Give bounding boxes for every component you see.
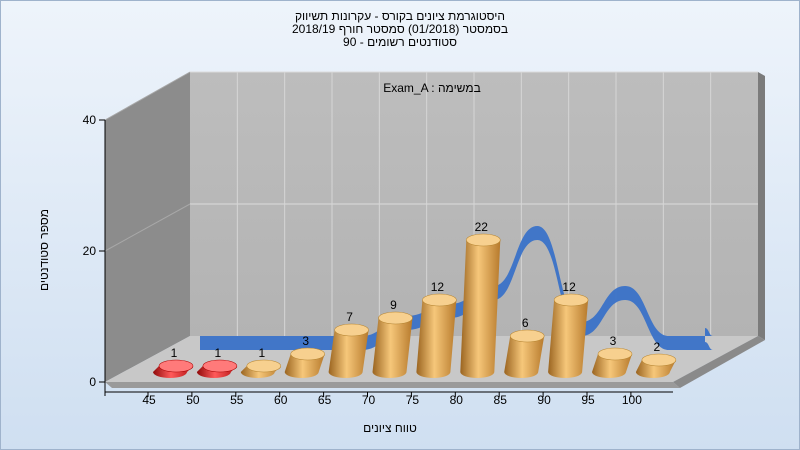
data-label-80: 22 bbox=[475, 220, 489, 234]
y-axis-title: מספר סטודנטים bbox=[37, 209, 51, 291]
y-tick-label-40: 40 bbox=[83, 113, 97, 127]
data-label-70: 9 bbox=[390, 298, 397, 312]
chart-title: היסטוגרמת ציונים בקורס - עקרונות תשיווק … bbox=[0, 10, 800, 49]
bar-top bbox=[553, 293, 589, 307]
bar-body bbox=[416, 300, 457, 378]
x-tick-label-60: 60 bbox=[274, 393, 288, 407]
title-line-3: סטודנטים רשומים - 90 bbox=[343, 35, 457, 49]
title-line-2: בסמסטר (01/2018) סמסטר חורף 2018/19 bbox=[291, 22, 509, 36]
chart-annotation: Exam_A : במשימה bbox=[383, 81, 481, 95]
x-tick-label-50: 50 bbox=[186, 393, 200, 407]
bar-70 bbox=[372, 311, 413, 378]
distribution-ribbon bbox=[200, 226, 713, 350]
bar-65 bbox=[328, 323, 369, 378]
floor-edge-side bbox=[673, 336, 765, 388]
axes: 0 20 40 45 50 55 60 65 70 75 80 85 90 95 100 bbox=[83, 113, 673, 407]
data-label-45: 1 bbox=[171, 346, 178, 360]
bar-body bbox=[372, 318, 413, 378]
bar-95 bbox=[592, 347, 633, 378]
x-tick-label-85: 85 bbox=[494, 393, 508, 407]
right-edge bbox=[758, 72, 765, 340]
bar-body bbox=[460, 240, 501, 378]
floor-edge bbox=[105, 382, 680, 388]
x-tick-label-90: 90 bbox=[537, 393, 551, 407]
data-label-75: 12 bbox=[431, 280, 445, 294]
data-labels: 1 1 1 3 7 9 12 22 6 12 3 2 bbox=[171, 220, 661, 360]
gridline-side-20 bbox=[104, 203, 191, 252]
bar-55 bbox=[240, 359, 282, 378]
bar-body bbox=[635, 360, 676, 378]
bar-top bbox=[509, 329, 545, 343]
data-label-90: 12 bbox=[562, 280, 576, 294]
y-tick-label-0: 0 bbox=[89, 375, 96, 389]
data-label-65: 7 bbox=[346, 310, 353, 324]
y-tick-label-20: 20 bbox=[83, 244, 97, 258]
bar-75 bbox=[416, 293, 457, 378]
distribution-curve bbox=[200, 226, 713, 350]
gridline-side-40 bbox=[104, 71, 191, 121]
data-label-100: 2 bbox=[654, 340, 661, 354]
data-label-60: 3 bbox=[302, 334, 309, 348]
bar-body bbox=[592, 354, 632, 378]
bar-top bbox=[641, 353, 677, 367]
bars bbox=[153, 233, 677, 378]
data-label-50: 1 bbox=[215, 346, 222, 360]
bar-top bbox=[597, 347, 633, 361]
bar-top bbox=[465, 233, 501, 247]
x-tick-label-55: 55 bbox=[230, 393, 244, 407]
bar-top bbox=[290, 347, 326, 361]
bar-top bbox=[246, 359, 282, 373]
bar-top bbox=[158, 359, 194, 373]
data-label-85: 6 bbox=[522, 316, 529, 330]
data-label-95: 3 bbox=[610, 334, 617, 348]
bar-60 bbox=[284, 347, 326, 378]
bar-50 bbox=[196, 359, 238, 378]
bar-body bbox=[504, 336, 545, 378]
bar-top bbox=[334, 323, 369, 337]
x-tick-label-95: 95 bbox=[581, 393, 595, 407]
data-label-55: 1 bbox=[258, 346, 265, 360]
x-tick-label-70: 70 bbox=[362, 393, 376, 407]
x-tick-label-45: 45 bbox=[142, 393, 156, 407]
x-axis-title: טווח ציונים bbox=[363, 421, 417, 435]
bar-top bbox=[422, 293, 457, 307]
bar-90 bbox=[548, 293, 589, 378]
x-tick-label-75: 75 bbox=[406, 393, 420, 407]
x-tick-label-100: 100 bbox=[622, 393, 642, 407]
bar-80 bbox=[460, 233, 501, 378]
bar-body bbox=[284, 354, 325, 378]
bar-body bbox=[548, 300, 589, 378]
x-tick-label-80: 80 bbox=[450, 393, 464, 407]
x-tick-label-65: 65 bbox=[318, 393, 332, 407]
bar-body bbox=[328, 330, 369, 378]
bar-top bbox=[378, 311, 413, 325]
bar-85 bbox=[504, 329, 545, 378]
bar-45 bbox=[153, 359, 194, 378]
bar-100 bbox=[635, 353, 677, 378]
title-line-1: היסטוגרמת ציונים בקורס - עקרונות תשיווק bbox=[294, 9, 506, 23]
bar-top bbox=[202, 359, 238, 373]
